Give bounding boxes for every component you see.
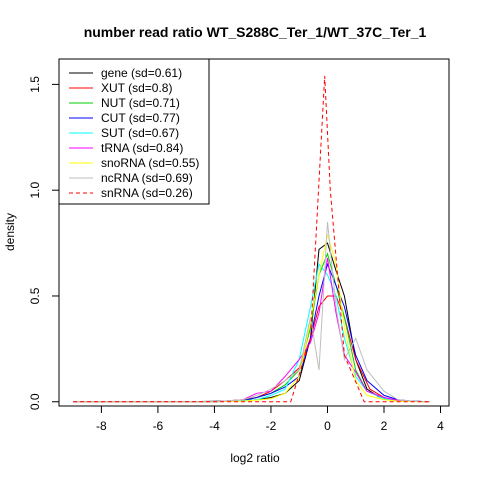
legend-label: ncRNA (sd=0.69) — [101, 171, 193, 185]
series-line — [73, 262, 430, 403]
legend-label: NUT (sd=0.71) — [101, 96, 180, 110]
legend-label: tRNA (sd=0.84) — [101, 141, 183, 155]
legend-box — [58, 58, 210, 205]
y-axis: 0.0 0.5 1.0 1.5 — [28, 76, 60, 410]
x-tick-label: -4 — [209, 419, 220, 433]
x-axis: -8 -6 -4 -2 0 2 4 — [96, 405, 444, 433]
series-line — [73, 221, 430, 403]
y-tick-label: 1.5 — [28, 76, 42, 93]
x-tick-label: 0 — [324, 419, 331, 433]
legend: gene (sd=0.61)XUT (sd=0.8)NUT (sd=0.71)C… — [58, 58, 210, 205]
y-axis-label: density — [3, 213, 17, 251]
x-tick-label: 4 — [437, 419, 444, 433]
x-tick-label: -6 — [153, 419, 164, 433]
series-line — [73, 75, 430, 403]
x-axis-label: log2 ratio — [230, 451, 280, 465]
y-tick-label: 1.0 — [28, 182, 42, 199]
series-layer — [73, 75, 430, 403]
legend-label: SUT (sd=0.67) — [101, 126, 179, 140]
y-tick-label: 0.0 — [28, 393, 42, 410]
x-tick-label: -2 — [266, 419, 277, 433]
series-line — [73, 295, 430, 403]
series-line — [73, 257, 430, 403]
legend-label: snRNA (sd=0.26) — [101, 186, 193, 200]
series-line — [73, 234, 430, 403]
legend-label: XUT (sd=0.8) — [101, 81, 172, 95]
legend-label: gene (sd=0.61) — [101, 66, 182, 80]
legend-label: snoRNA (sd=0.55) — [101, 156, 199, 170]
chart-title: number read ratio WT_S288C_Ter_1/WT_37C_… — [84, 24, 427, 40]
series-line — [73, 252, 430, 403]
x-tick-label: 2 — [381, 419, 388, 433]
x-tick-label: -8 — [96, 419, 107, 433]
legend-label: CUT (sd=0.77) — [101, 111, 180, 125]
series-line — [73, 242, 430, 403]
y-tick-label: 0.5 — [28, 287, 42, 304]
